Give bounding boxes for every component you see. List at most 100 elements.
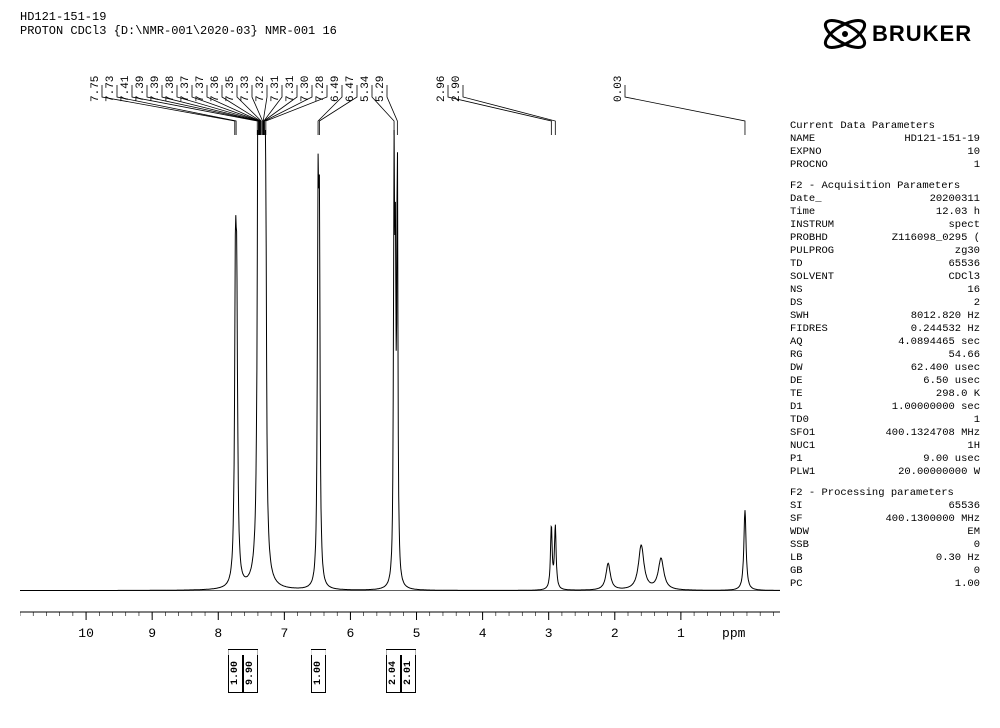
x-axis: 10987654321ppm bbox=[20, 608, 780, 648]
param-row: Time 12.03 h bbox=[790, 206, 980, 219]
peak-label-brackets bbox=[0, 85, 820, 135]
param-row: AQ 4.0894465 sec bbox=[790, 336, 980, 349]
param-row: DS 2 bbox=[790, 297, 980, 310]
integral-group: 1.009.90 bbox=[228, 655, 258, 693]
param-row: PULPROG zg30 bbox=[790, 245, 980, 258]
integral-group: 1.00 bbox=[311, 655, 326, 693]
param-key: GB bbox=[790, 565, 803, 578]
axis-tick-label: 10 bbox=[78, 626, 94, 641]
param-key: Time bbox=[790, 206, 815, 219]
param-key: NS bbox=[790, 284, 803, 297]
param-key: Date_ bbox=[790, 193, 822, 206]
integral-value: 2.01 bbox=[401, 655, 416, 693]
integral-value: 9.90 bbox=[243, 655, 258, 693]
axis-tick-label: 5 bbox=[413, 626, 421, 641]
axis-tick-label: 2 bbox=[611, 626, 619, 641]
axis-tick-label: 9 bbox=[148, 626, 156, 641]
param-value: 65536 bbox=[948, 500, 980, 513]
brand-name: BRUKER bbox=[872, 21, 972, 46]
axis-tick-label: 1 bbox=[677, 626, 685, 641]
parameters-panel: Current Data Parameters NAMEHD121-151-19… bbox=[790, 112, 980, 591]
integral-value: 1.00 bbox=[311, 655, 326, 693]
param-value: Z116098_0295 ( bbox=[892, 232, 980, 245]
param-row: PLW120.00000000 W bbox=[790, 466, 980, 479]
bruker-logo-icon: BRUKER bbox=[820, 10, 980, 58]
param-row: DW62.400 usec bbox=[790, 362, 980, 375]
integrals: 1.009.901.002.042.01 bbox=[20, 655, 780, 715]
param-value: 1H bbox=[967, 440, 980, 453]
param-key: FIDRES bbox=[790, 323, 828, 336]
param-row: P1 9.00 usec bbox=[790, 453, 980, 466]
axis-unit-label: ppm bbox=[722, 626, 745, 641]
param-key: SWH bbox=[790, 310, 809, 323]
param-row: SSB 0 bbox=[790, 539, 980, 552]
param-row: SI65536 bbox=[790, 500, 980, 513]
param-row: GB 0 bbox=[790, 565, 980, 578]
param-row: NS16 bbox=[790, 284, 980, 297]
param-row: INSTRUMspect bbox=[790, 219, 980, 232]
param-value: 0 bbox=[974, 565, 980, 578]
header: HD121-151-19 PROTON CDCl3 {D:\NMR-001\20… bbox=[20, 10, 337, 38]
param-value: 400.1300000 MHz bbox=[885, 513, 980, 526]
param-key: DS bbox=[790, 297, 803, 310]
sample-id: HD121-151-19 bbox=[20, 10, 337, 24]
param-value: 1 bbox=[974, 159, 980, 172]
param-value: zg30 bbox=[955, 245, 980, 258]
param-value: 1.00000000 sec bbox=[892, 401, 980, 414]
integral-value: 1.00 bbox=[228, 655, 243, 693]
param-row: WDWEM bbox=[790, 526, 980, 539]
param-value: 9.00 usec bbox=[923, 453, 980, 466]
param-value: HD121-151-19 bbox=[904, 133, 980, 146]
param-row: SOLVENT CDCl3 bbox=[790, 271, 980, 284]
param-row: Date_20200311 bbox=[790, 193, 980, 206]
param-value: 0 bbox=[974, 539, 980, 552]
param-row: TE298.0 K bbox=[790, 388, 980, 401]
axis-tick-label: 7 bbox=[280, 626, 288, 641]
param-key: DE bbox=[790, 375, 803, 388]
spectrum-trace bbox=[20, 130, 780, 591]
param-value: CDCl3 bbox=[948, 271, 980, 284]
acq-params-list: Date_20200311Time 12.03 hINSTRUMspectPROB… bbox=[790, 193, 980, 479]
param-value: 12.03 h bbox=[936, 206, 980, 219]
param-row: DE6.50 usec bbox=[790, 375, 980, 388]
param-value: 10 bbox=[967, 146, 980, 159]
param-key: LB bbox=[790, 552, 803, 565]
param-value: 2 bbox=[974, 297, 980, 310]
param-key: SFO1 bbox=[790, 427, 815, 440]
proc-params-title: F2 - Processing parameters bbox=[790, 487, 980, 500]
param-key: NUC1 bbox=[790, 440, 815, 453]
param-key: TD bbox=[790, 258, 803, 271]
param-key: PC bbox=[790, 578, 803, 591]
param-value: 4.0894465 sec bbox=[898, 336, 980, 349]
param-key: AQ bbox=[790, 336, 803, 349]
param-row: NUC1 1H bbox=[790, 440, 980, 453]
param-value: 298.0 K bbox=[936, 388, 980, 401]
proc-params-list: SI65536SF 400.1300000 MHzWDWEMSSB 0LB0.30 … bbox=[790, 500, 980, 591]
param-row: D1 1.00000000 sec bbox=[790, 401, 980, 414]
integral-group: 2.042.01 bbox=[386, 655, 416, 693]
param-value: 62.400 usec bbox=[911, 362, 980, 375]
param-value: EM bbox=[967, 526, 980, 539]
param-key: SSB bbox=[790, 539, 809, 552]
param-value: 65536 bbox=[948, 258, 980, 271]
param-value: spect bbox=[948, 219, 980, 232]
param-row: PC1.00 bbox=[790, 578, 980, 591]
brand-logo: BRUKER bbox=[820, 10, 980, 58]
param-key: P1 bbox=[790, 453, 803, 466]
param-key: SOLVENT bbox=[790, 271, 834, 284]
param-key: SF bbox=[790, 513, 803, 526]
experiment-description: PROTON CDCl3 {D:\NMR-001\2020-03} NMR-00… bbox=[20, 24, 337, 38]
nmr-spectrum-plot bbox=[20, 130, 780, 600]
param-row: SWH8012.820 Hz bbox=[790, 310, 980, 323]
param-key: D1 bbox=[790, 401, 803, 414]
axis-tick-label: 6 bbox=[347, 626, 355, 641]
param-row: LB0.30 Hz bbox=[790, 552, 980, 565]
acq-params-title: F2 - Acquisition Parameters bbox=[790, 180, 980, 193]
param-key: PULPROG bbox=[790, 245, 834, 258]
param-row: EXPNO10 bbox=[790, 146, 980, 159]
param-row: SF 400.1300000 MHz bbox=[790, 513, 980, 526]
param-row: PROBHDZ116098_0295 ( bbox=[790, 232, 980, 245]
param-row: TD01 bbox=[790, 414, 980, 427]
param-key: NAME bbox=[790, 133, 815, 146]
param-row: SFO1400.1324708 MHz bbox=[790, 427, 980, 440]
